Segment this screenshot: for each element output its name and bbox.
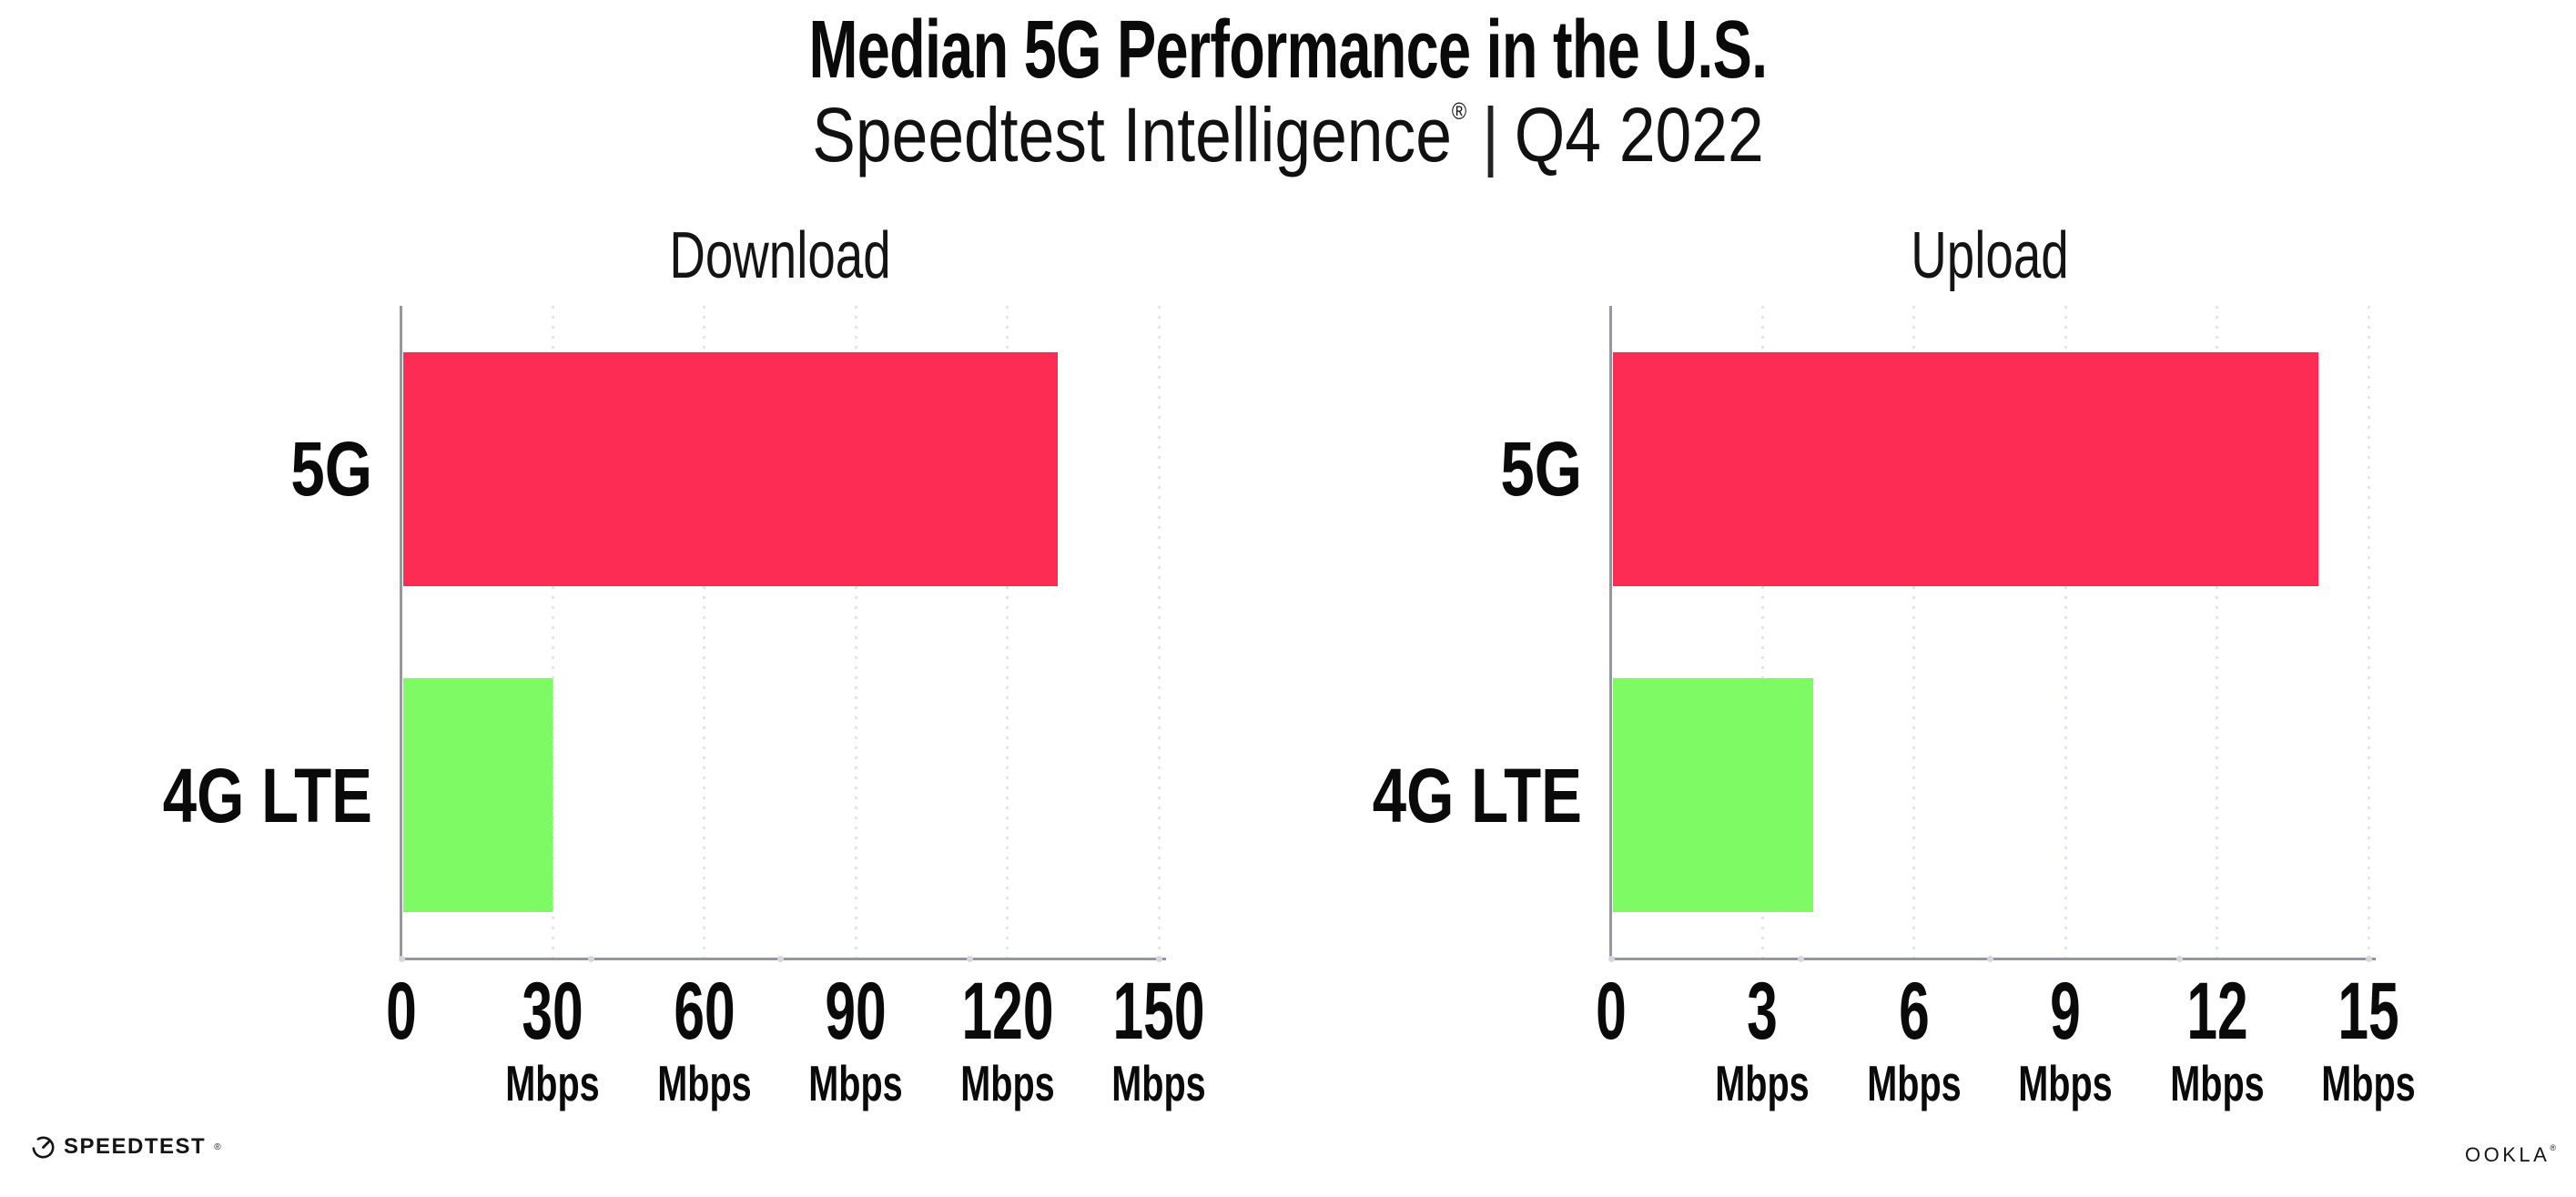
axis-marker-dot xyxy=(966,956,973,962)
tick-unit-label: Mbps xyxy=(2321,1055,2416,1111)
tick-unit-label: Mbps xyxy=(1867,1055,1962,1111)
axis-marker-dot xyxy=(1155,956,1162,962)
axis-marker-dot xyxy=(398,956,405,962)
axis-marker-dot xyxy=(587,956,594,962)
gridline xyxy=(703,306,706,959)
gridline xyxy=(1912,306,1916,959)
tick-unit-label: Mbps xyxy=(505,1055,601,1111)
subtitle-period: Q4 2022 xyxy=(1514,92,1764,178)
axis-marker-dot xyxy=(1607,956,1615,962)
gridline xyxy=(551,306,554,959)
category-label: 5G xyxy=(1500,426,1582,512)
tick-label: 12 xyxy=(2186,965,2248,1056)
category-label: 5G xyxy=(290,426,372,512)
tick-label: 30 xyxy=(522,965,584,1056)
subtitle: Speedtest Intelligence® | Q4 2022 xyxy=(193,96,2383,173)
chart-title-download: Download xyxy=(669,219,891,292)
tick-label: 150 xyxy=(1112,965,1205,1056)
bar-5g xyxy=(403,351,1059,586)
axis-marker-dot xyxy=(1986,956,1993,962)
axis-marker-dot xyxy=(2365,956,2372,962)
speedtest-wordmark: SPEEDTEST xyxy=(64,1134,207,1159)
gridline xyxy=(2216,306,2219,959)
tick-label: 60 xyxy=(674,965,735,1056)
bar-5g xyxy=(1613,351,2318,586)
gridline xyxy=(854,306,857,959)
tick-label: 0 xyxy=(386,965,417,1056)
ookla-wordmark: OOKLA xyxy=(2465,1143,2551,1166)
tick-label: 9 xyxy=(2050,965,2082,1056)
bar-4g-lte xyxy=(403,678,553,913)
tick-unit-label: Mbps xyxy=(808,1055,903,1111)
tick-label: 15 xyxy=(2338,965,2399,1056)
category-label: 4G LTE xyxy=(1372,752,1582,838)
axis-marker-dot xyxy=(2175,956,2183,962)
tick-unit-label: Mbps xyxy=(657,1055,752,1111)
gridline xyxy=(2367,306,2370,959)
chart-title-upload: Upload xyxy=(1911,219,2069,292)
tick-unit-label: Mbps xyxy=(1715,1055,1810,1111)
tick-unit-label: Mbps xyxy=(2018,1055,2113,1111)
page-title: Median 5G Performance in the U.S. xyxy=(808,5,1769,96)
tick-unit-label: Mbps xyxy=(1111,1055,1206,1111)
category-label: 4G LTE xyxy=(162,752,372,838)
subtitle-separator: | xyxy=(1482,92,1499,178)
ookla-logo: OOKLA ® xyxy=(2465,1143,2556,1167)
bar-4g-lte xyxy=(1613,678,1813,913)
y-axis-line xyxy=(1609,306,1612,960)
tick-label: 6 xyxy=(1898,965,1930,1056)
y-axis-line xyxy=(400,306,402,960)
speedtest-gauge-icon xyxy=(31,1135,56,1160)
tick-label: 120 xyxy=(961,965,1054,1056)
subtitle-product: Speedtest Intelligence xyxy=(812,92,1452,178)
gridline xyxy=(1006,306,1009,959)
axis-marker-dot xyxy=(1797,956,1804,962)
gridline xyxy=(1157,306,1161,959)
tick-label: 0 xyxy=(1596,965,1627,1056)
ookla-trademark-icon: ® xyxy=(2550,1143,2556,1152)
speedtest-logo: SPEEDTEST ® xyxy=(31,1134,221,1160)
speedtest-trademark-icon: ® xyxy=(214,1141,221,1152)
tick-label: 3 xyxy=(1747,965,1779,1056)
axis-marker-dot xyxy=(776,956,784,962)
registered-trademark-icon: ® xyxy=(1451,97,1467,125)
tick-unit-label: Mbps xyxy=(959,1055,1055,1111)
gridline xyxy=(2064,306,2067,959)
tick-unit-label: Mbps xyxy=(2169,1055,2265,1111)
gridline xyxy=(1760,306,1764,959)
tick-label: 90 xyxy=(825,965,887,1056)
